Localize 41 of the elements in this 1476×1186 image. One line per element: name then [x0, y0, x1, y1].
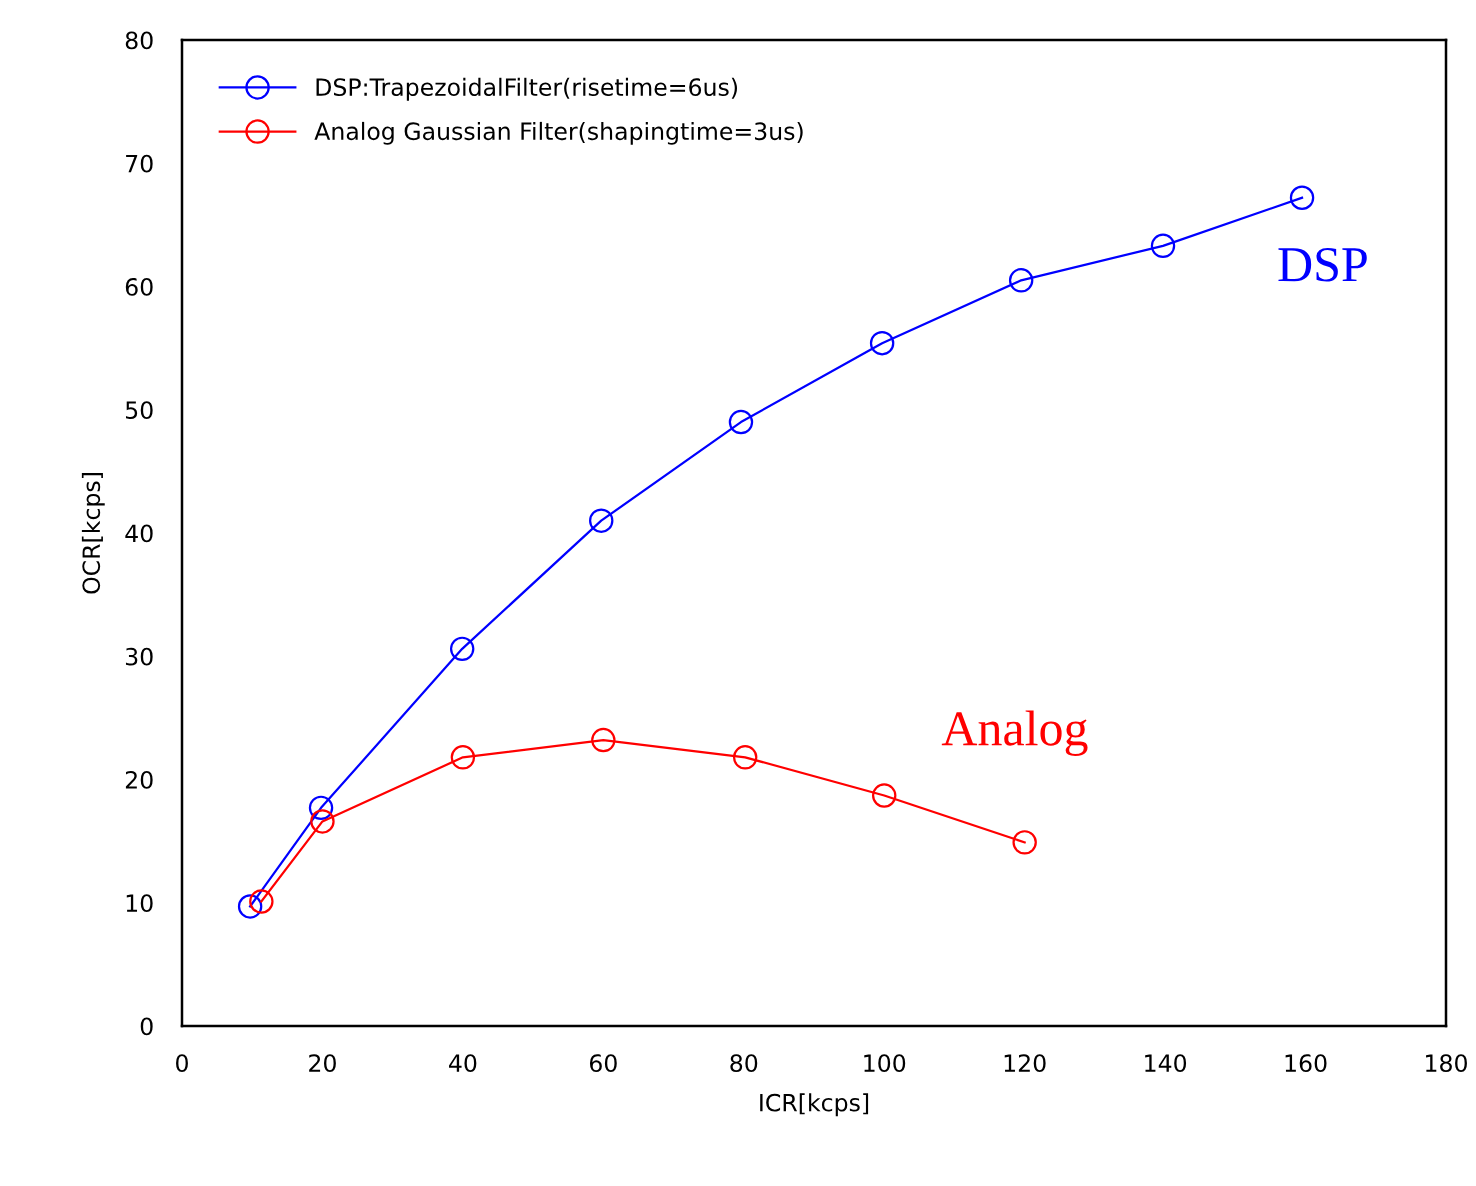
x-tick-label: 60: [589, 1054, 617, 1073]
x-tick-label: 80: [730, 1054, 758, 1073]
x-tick-label: 120: [1004, 1054, 1046, 1073]
point: [1150, 233, 1176, 259]
x-tick-label: 140: [1145, 1054, 1187, 1073]
y-tick-label: 80: [125, 31, 153, 50]
legend-label: DSP:TrapezoidalFilter(risetime=6us): [316, 77, 738, 101]
point: [1289, 185, 1315, 210]
y-tick-label: 30: [125, 647, 153, 666]
point: [872, 783, 897, 808]
y-tick-label: 70: [126, 154, 153, 173]
point: [249, 889, 274, 914]
x-tick-label: 0: [176, 1054, 188, 1073]
x-axis-title: ICR[kcps]: [760, 1093, 869, 1117]
point: [728, 409, 754, 435]
annotation: DSP: [1278, 247, 1367, 282]
y-tick-label: 20: [125, 770, 153, 789]
point: [732, 745, 758, 770]
legend-label: Analog Gaussian Filter(shapingtime=3us): [314, 121, 803, 145]
point: [1012, 830, 1037, 855]
annotation: Analog: [941, 710, 1088, 756]
point: [1008, 268, 1034, 293]
point: [310, 809, 335, 834]
y-tick-label: 60: [125, 277, 153, 296]
point: [869, 330, 895, 356]
x-tick-label: 180: [1426, 1054, 1467, 1073]
x-tick-label: 40: [449, 1054, 477, 1073]
y-tick-label: 10: [126, 894, 153, 913]
point: [308, 795, 334, 821]
point: [591, 727, 616, 753]
x-tick-label: 20: [309, 1054, 336, 1073]
point: [450, 745, 476, 770]
y-tick-label: 0: [140, 1017, 153, 1036]
point: [589, 508, 614, 533]
y-tick-label: 40: [125, 524, 153, 543]
x-tick-label: 100: [864, 1054, 906, 1073]
point: [237, 894, 263, 919]
x-tick-label: 160: [1285, 1054, 1327, 1073]
y-tick-label: 50: [126, 401, 153, 420]
point: [449, 636, 475, 662]
y-axis-title: OCR[kcps]: [81, 473, 105, 594]
